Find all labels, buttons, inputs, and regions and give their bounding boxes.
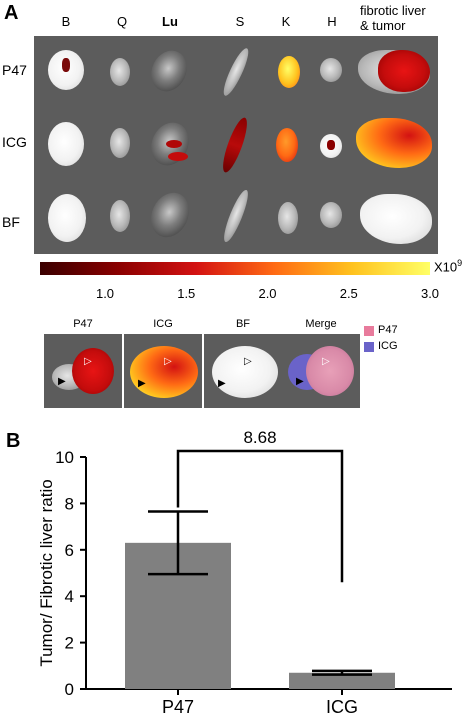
panel-b-letter: B [6,430,21,452]
heart-p47 [320,58,342,82]
liver-tumor-icg [356,118,432,168]
small-p47-open-arrow-icon: ▷ [84,356,92,367]
y-tick-label: 8 [65,494,74,513]
y-tick-label: 10 [55,448,74,467]
merge-legend-swatch-p47 [364,326,374,336]
brain-icg [48,122,84,166]
x-tick-label-icg: ICG [326,697,358,717]
annotation-ratio-label: 8.68 [243,428,276,447]
y-tick-label: 2 [65,634,74,653]
colorbar-tick-label: 3.0 [420,286,440,301]
lung-bf [143,186,197,244]
kidney-bf [278,202,298,234]
column-label-spleen: S [235,14,245,29]
small-merge-p47-area [306,346,354,396]
colorbar-unit-base: X10 [434,259,458,275]
row-label-icg: ICG [2,134,27,150]
merge-legend-label-icg: ICG [378,340,398,352]
y-axis-label: Tumor/ Fibrotic liver ratio [37,479,56,666]
colorbar-unit-exponent: 9 [457,258,463,268]
y-tick-label: 0 [65,680,74,699]
tumor-label-line2: & tumor [360,18,406,33]
brain-p47-signal [62,58,70,72]
spleen-icg [218,115,252,175]
y-tick-label: 4 [65,587,74,606]
small-panel-icg: ▷ ▶ [124,334,202,408]
organ-imaging-grid [34,36,438,254]
merge-legend-label-p47: P47 [378,324,398,336]
small-merge-filled-arrow-icon: ▶ [296,376,304,387]
heart-bf [320,202,342,228]
column-label-quadriceps: Q [116,14,128,29]
colorbar-unit: X109 [434,258,462,274]
brain-bf [48,194,86,242]
small-bf-tissue [212,346,278,398]
quadriceps-p47 [110,58,130,86]
lung-p47 [144,44,194,98]
small-icg-tissue [130,346,198,398]
small-icg-filled-arrow-icon: ▶ [138,378,146,389]
column-label-heart: H [327,14,337,29]
small-p47-tumor [72,348,114,394]
ratio-bar-chart: 0 2 4 6 8 10 Tumor/ Fibrotic liver ratio P47 ICG… [37,428,452,717]
small-panel-label-icg: ICG [153,318,173,330]
tumor-label-line1: fibrotic liver [360,3,426,18]
row-label-p47: P47 [2,62,27,78]
liver-tumor-p47-signal [378,50,430,92]
kidney-icg [276,128,298,162]
merge-legend-swatch-icg [364,342,374,352]
kidney-p47 [278,56,300,88]
small-panel-label-merge: Merge [305,318,337,330]
small-p47-filled-arrow-icon: ▶ [58,376,66,387]
colorbar-tick-label: 1.0 [95,286,115,301]
small-panel-label-p47: P47 [73,318,93,330]
colorbar-tick-label: 1.5 [177,286,196,301]
bar-icg [289,672,395,689]
small-bf-open-arrow-icon: ▷ [244,356,252,367]
y-tick-label: 6 [65,541,74,560]
column-label-lung: Lu [162,14,178,29]
colorbar-tick-label: 2.5 [339,286,358,301]
column-label-brain: B [61,14,71,29]
small-bf-filled-arrow-icon: ▶ [218,378,226,389]
colorbar-tick-label: 2.0 [258,286,277,301]
lung-icg-signal-2 [168,152,188,161]
spleen-bf [219,187,253,245]
small-panel-merge: ▷ ▶ [282,334,360,408]
significance-bracket [176,449,344,583]
quadriceps-bf [110,200,130,232]
small-icg-open-arrow-icon: ▷ [164,356,172,367]
x-tick-label-p47: P47 [162,697,194,717]
panel-a-letter: A [4,2,19,24]
small-merge-open-arrow-icon: ▷ [322,356,330,367]
small-panel-bf: ▷ ▶ [204,334,282,408]
small-panel-p47: ▷ ▶ [44,334,122,408]
column-label-kidney: K [281,14,291,29]
small-panel-label-bf: BF [235,318,251,330]
spleen-p47 [219,45,253,99]
liver-tumor-bf [360,194,432,244]
heart-icg-signal [327,140,335,150]
lung-icg-signal-1 [166,140,182,148]
row-label-bf: BF [2,214,20,230]
colorbar [40,262,430,275]
column-label-tumor: fibrotic liver & tumor [360,3,470,33]
quadriceps-icg [110,128,130,158]
